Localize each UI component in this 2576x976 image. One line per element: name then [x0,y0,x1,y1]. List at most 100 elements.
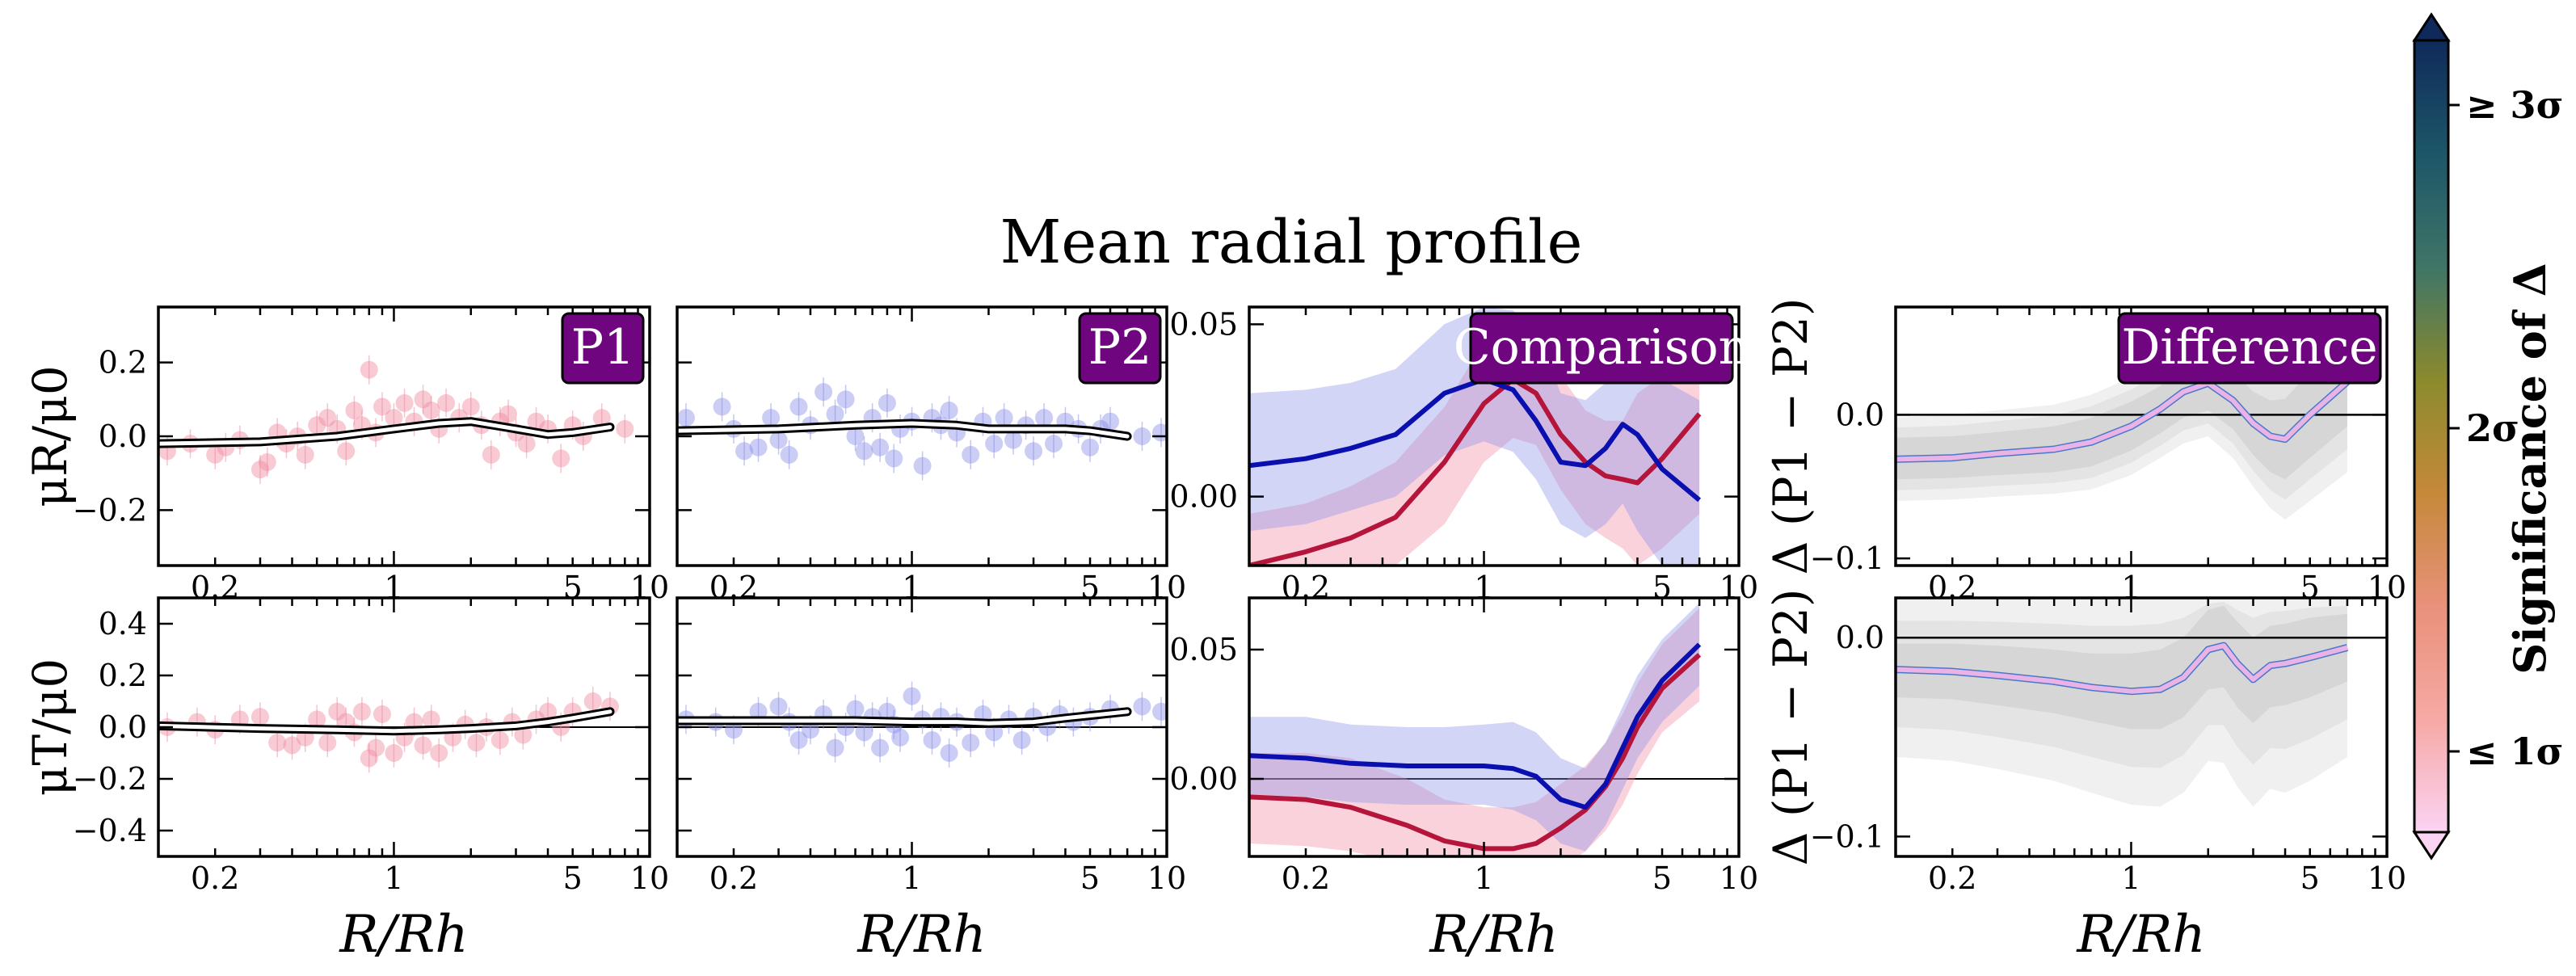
data-point [360,360,378,379]
panel-badge-label: Difference [2121,319,2377,376]
data-point [616,419,634,438]
colorbar-label: Significance of Δ [2504,263,2556,674]
x-tick-label: 1 [2121,860,2140,896]
data-point [206,445,225,464]
data-point [258,453,276,471]
x-tick-label: 10 [630,860,669,896]
data-point [735,442,754,461]
plot-area [1896,598,2387,807]
plot-area [677,377,1167,481]
data-point [1101,412,1120,431]
mean-profile-line [158,709,612,734]
x-tick-label: 0.2 [1282,860,1330,896]
x-tick-label: 0.2 [191,860,239,896]
x-tick-label: 0.2 [1928,860,1976,896]
axes-frame [1248,596,1740,858]
confidence-band-p1 [1249,608,1700,856]
data-point [724,721,743,739]
data-point [345,402,364,419]
data-point [677,409,695,427]
colorbar-tick-label: ≤ 1σ [2466,730,2563,773]
data-point [268,734,287,752]
y-tick-label: 0.05 [1169,306,1238,342]
colorbar: ≤ 1σ 2σ ≥ 3σ Significance of Δ [2412,12,2563,860]
y-tick-label: −0.2 [73,761,147,797]
data-point [437,393,456,412]
data-point [962,734,980,752]
data-point [499,405,518,423]
data-point [826,738,844,757]
data-point [1035,409,1054,427]
data-point [769,431,788,449]
x-axis-label: R/Rh [339,905,468,965]
data-point [814,383,833,402]
x-tick-label: 1 [902,860,921,896]
data-point [482,445,500,464]
panel-badge [561,312,645,385]
y-tick-label: 0.0 [99,709,147,745]
data-point [360,749,378,768]
y-axis-label: Δ (P1 − P2) [1763,589,1818,866]
data-point [878,393,896,412]
data-point [1025,442,1043,461]
data-point [517,435,536,453]
data-point [527,412,545,431]
data-point [713,398,731,416]
x-tick-label: 1 [384,860,403,896]
data-point [923,731,941,749]
data-point [422,402,440,419]
y-tick-label: 0.05 [1169,632,1238,667]
data-point [780,445,798,464]
data-point [250,708,269,726]
data-point [913,456,932,475]
panel-badge-label: Comparison [1454,319,1750,376]
data-point [885,449,903,468]
x-axis-label: R/Rh [1429,905,1558,965]
data-point [308,710,326,729]
data-point [337,442,356,461]
data-point [836,390,855,409]
series-line-p2 [1249,642,1702,810]
data-point [328,702,347,721]
y-axis-label: Δ (P1 − P2) [1763,298,1818,575]
series-line-p1 [1249,653,1702,852]
data-point [373,398,391,416]
data-point [846,427,865,445]
data-point [1012,731,1031,749]
data-point [749,702,768,721]
data-point [985,723,1004,742]
data-point [871,738,890,757]
data-point [318,409,337,427]
data-point [1004,431,1023,449]
x-tick-label: 5 [1080,860,1100,896]
data-point [308,416,326,435]
data-point [749,438,768,456]
plot-area [158,355,634,485]
data-point [514,726,532,744]
colorbar-gradient [2414,40,2448,832]
data-point [352,702,371,721]
data-point [385,409,403,427]
x-tick-label: 10 [1147,860,1186,896]
mean-profile-line [677,421,1130,439]
mean-profile-line [158,419,612,446]
plot-area [677,681,1167,768]
data-point [878,702,896,721]
data-point [1133,697,1151,716]
x-tick-label: 10 [2368,860,2406,896]
data-point [467,734,486,752]
data-point [461,398,480,416]
y-axis-label: μT/μ0 [23,658,78,797]
panel-badge [1469,312,1734,385]
colorbar-frame [2413,39,2450,834]
data-point [995,409,1013,427]
data-point [940,744,958,762]
x-tick-label: 0.2 [709,860,758,896]
data-point [318,734,337,752]
sigma1-band [1896,605,2347,730]
